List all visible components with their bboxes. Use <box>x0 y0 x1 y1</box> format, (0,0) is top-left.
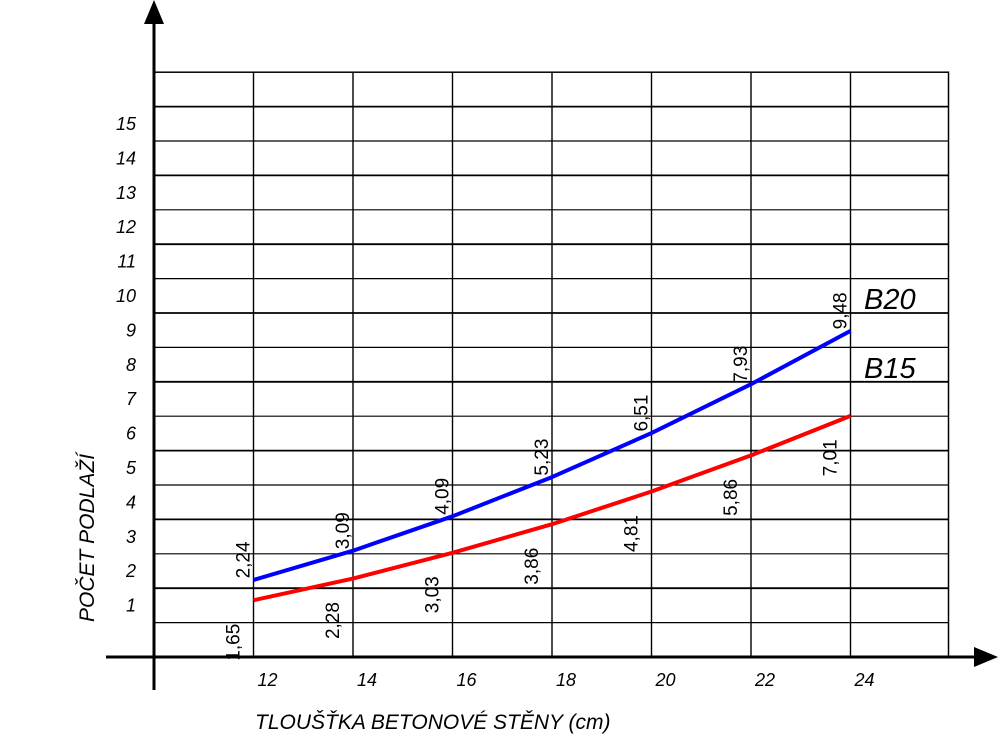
data-label-b20: 3,09 <box>333 512 354 549</box>
x-tick-label: 20 <box>654 670 675 690</box>
y-tick-label: 5 <box>126 458 137 478</box>
y-tick-label: 9 <box>126 320 136 340</box>
data-label-b15: 2,28 <box>323 602 344 639</box>
data-label-b15: 7,01 <box>821 439 842 476</box>
axes <box>106 0 998 690</box>
y-axis-title: POČET PODLAŽÍ <box>76 451 99 622</box>
y-tick-label: 15 <box>116 114 137 134</box>
data-label-b20: 5,23 <box>532 439 553 476</box>
series-line-b15 <box>253 413 852 603</box>
y-tick-label: 2 <box>125 561 136 581</box>
data-label-b15: 1,65 <box>224 624 245 661</box>
data-label-b20: 2,24 <box>234 541 255 578</box>
grid <box>153 71 950 658</box>
y-tick-label: 14 <box>116 148 136 168</box>
y-axis-arrow <box>144 0 164 24</box>
data-label-b15: 3,03 <box>423 576 444 613</box>
x-tick-label: 16 <box>456 670 477 690</box>
data-label-b20: 7,93 <box>731 346 752 383</box>
x-tick-label: 22 <box>754 670 775 690</box>
data-labels: 2,24 3,09 4,09 5,23 6,51 7,93 9,48 B20 1,65 2,28 3… <box>224 284 917 661</box>
data-label-b15: 3,86 <box>522 548 543 585</box>
y-tick-label: 3 <box>126 527 136 547</box>
data-label-b20: 6,51 <box>632 395 653 432</box>
x-tick-label: 18 <box>556 670 576 690</box>
data-label-b15: 5,86 <box>721 479 742 516</box>
data-label-b15: 4,81 <box>622 515 643 552</box>
y-tick-label: 10 <box>116 286 136 306</box>
y-tick-label: 11 <box>117 252 136 272</box>
y-tick-label: 4 <box>126 492 136 512</box>
y-tick-label: 8 <box>126 355 136 375</box>
series-name-b20: B20 <box>864 284 916 316</box>
x-tick-label: 24 <box>853 670 874 690</box>
x-axis-title: TLOUŠŤKA BETONOVÉ STĚNY (cm) <box>255 711 611 734</box>
grid-frame <box>153 71 950 658</box>
x-axis-arrow <box>974 647 998 667</box>
x-tick-label: 14 <box>357 670 377 690</box>
y-tick-label: 12 <box>116 217 136 237</box>
y-tick-label: 1 <box>126 596 136 616</box>
series-layer <box>252 329 852 603</box>
data-label-b20: 4,09 <box>433 478 454 515</box>
y-tick-label: 13 <box>116 183 136 203</box>
y-tick-label: 6 <box>126 424 137 444</box>
data-label-b20: 9,48 <box>831 292 852 329</box>
x-tick-label: 12 <box>257 670 277 690</box>
series-name-b15: B15 <box>864 353 916 385</box>
series-line-b20 <box>252 329 852 582</box>
y-tick-label: 7 <box>126 389 137 409</box>
